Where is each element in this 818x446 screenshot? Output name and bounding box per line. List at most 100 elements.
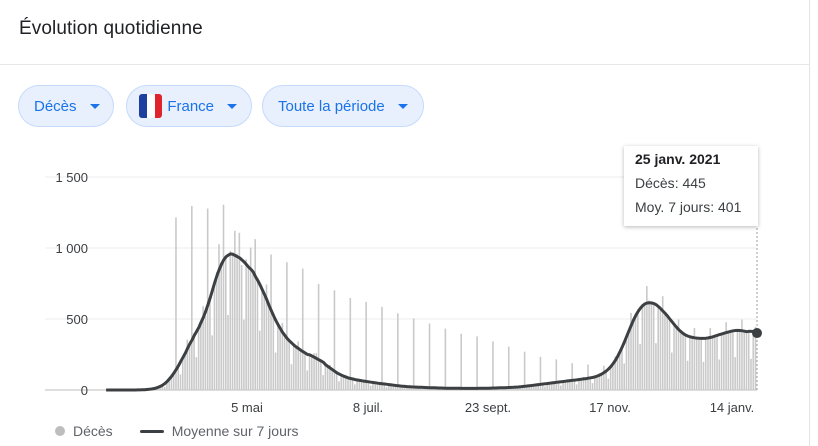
bar [209, 297, 211, 390]
bar [460, 333, 463, 390]
bar [349, 297, 352, 390]
bar [641, 304, 644, 390]
y-tick-label: 0 [81, 383, 88, 398]
bar [344, 374, 347, 390]
bar [741, 319, 743, 390]
bar [734, 357, 736, 390]
bar [170, 374, 173, 390]
bar [689, 337, 691, 390]
bar [682, 334, 684, 390]
x-tick-label: 23 sept. [465, 400, 511, 415]
bar [560, 385, 562, 390]
chart-legend: Décès Moyenne sur 7 jours [55, 423, 299, 439]
bar [390, 384, 392, 390]
bar [727, 331, 730, 390]
period-filter-chip[interactable]: Toute la période [262, 85, 424, 127]
chart-tooltip: 25 janv. 2021 Décès: 445 Moy. 7 jours: 4… [624, 146, 758, 226]
bar [530, 385, 533, 390]
bar [410, 386, 413, 390]
bar [279, 330, 281, 390]
bar [184, 353, 186, 390]
bar [236, 253, 238, 390]
bar [313, 353, 315, 390]
bar [166, 382, 168, 390]
bar-series-legend-label: Décès [73, 423, 113, 439]
bar [338, 381, 340, 390]
bar [580, 379, 582, 390]
bar [245, 259, 247, 390]
bar [582, 376, 585, 390]
bar [283, 336, 286, 390]
bar [691, 337, 693, 390]
bar [754, 326, 757, 390]
bar [231, 252, 234, 390]
bar [704, 338, 707, 390]
bar [555, 359, 558, 390]
country-filter-label: France [167, 97, 214, 115]
bar [519, 386, 521, 390]
bar [363, 381, 365, 390]
daily-deaths-chart[interactable]: 0 500 1 000 1 500 5 mai 8 juil. 23 sept. 17 nov… [0, 140, 810, 420]
bar [548, 383, 551, 390]
bar [360, 379, 363, 390]
bar [358, 380, 361, 390]
line-series-legend-swatch [139, 429, 164, 433]
bar [224, 256, 227, 390]
tooltip-average: Moy. 7 jours: 401 [635, 199, 742, 215]
bar [650, 301, 653, 390]
bar [655, 343, 657, 390]
bar [677, 319, 680, 390]
bar [311, 357, 313, 390]
bar [356, 380, 358, 390]
bar [211, 335, 213, 390]
bar [643, 303, 646, 390]
bar [263, 293, 266, 390]
bar [320, 361, 322, 390]
bar [274, 352, 277, 390]
bar [657, 306, 659, 390]
bar [695, 338, 698, 390]
bar [369, 385, 372, 390]
bar [614, 356, 616, 390]
bar [659, 307, 662, 390]
bar [664, 313, 666, 390]
tooltip-deaths: Décès: 445 [635, 175, 706, 191]
bar [745, 331, 748, 390]
bar [616, 357, 619, 390]
bar [725, 322, 727, 390]
bar [292, 345, 295, 390]
bar [747, 332, 750, 390]
bar [240, 265, 243, 390]
bar [553, 382, 555, 390]
bar [476, 336, 478, 390]
bar [304, 353, 306, 390]
bar [607, 378, 610, 390]
bar [557, 382, 560, 390]
bar [268, 306, 270, 390]
bar [159, 387, 161, 390]
bar [290, 364, 293, 390]
bar [333, 290, 336, 390]
bar [535, 383, 537, 390]
bar [564, 381, 567, 390]
bar [623, 363, 626, 390]
bar [670, 352, 673, 390]
bar [197, 328, 200, 390]
bar [193, 333, 195, 390]
bar [272, 316, 275, 390]
metric-filter-chip[interactable]: Décès [18, 85, 114, 127]
bar [627, 330, 630, 390]
bar [408, 386, 410, 390]
bar [299, 350, 302, 390]
x-tick-label: 17 nov. [589, 400, 631, 415]
bar [713, 336, 716, 390]
bar [200, 321, 202, 390]
bar [374, 382, 376, 390]
bar [743, 331, 745, 390]
bar [175, 217, 177, 390]
bar [281, 322, 284, 390]
country-filter-chip[interactable]: France [126, 85, 252, 127]
bar [381, 306, 383, 390]
period-filter-label: Toute la période [278, 97, 385, 115]
